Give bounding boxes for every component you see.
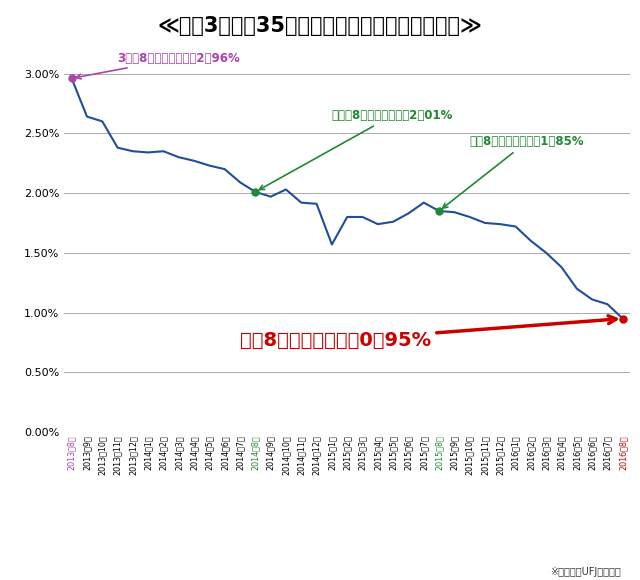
Text: 今年8月の店頭金利：0．95%: 今年8月の店頭金利：0．95%: [240, 316, 616, 350]
Text: ≪過去3年間の35年固定金利型住宅ローンの推移≫: ≪過去3年間の35年固定金利型住宅ローンの推移≫: [157, 16, 483, 36]
Text: 一昨年8月の店頭金利：2．01%: 一昨年8月の店頭金利：2．01%: [259, 109, 453, 190]
Text: 3年前8月の店頭金利：2．96%: 3年前8月の店頭金利：2．96%: [76, 52, 241, 79]
Text: 昨年8月の店頭金利：1．85%: 昨年8月の店頭金利：1．85%: [443, 135, 584, 208]
Text: ※三菱東京UFJ銀行の例: ※三菱東京UFJ銀行の例: [550, 567, 621, 577]
